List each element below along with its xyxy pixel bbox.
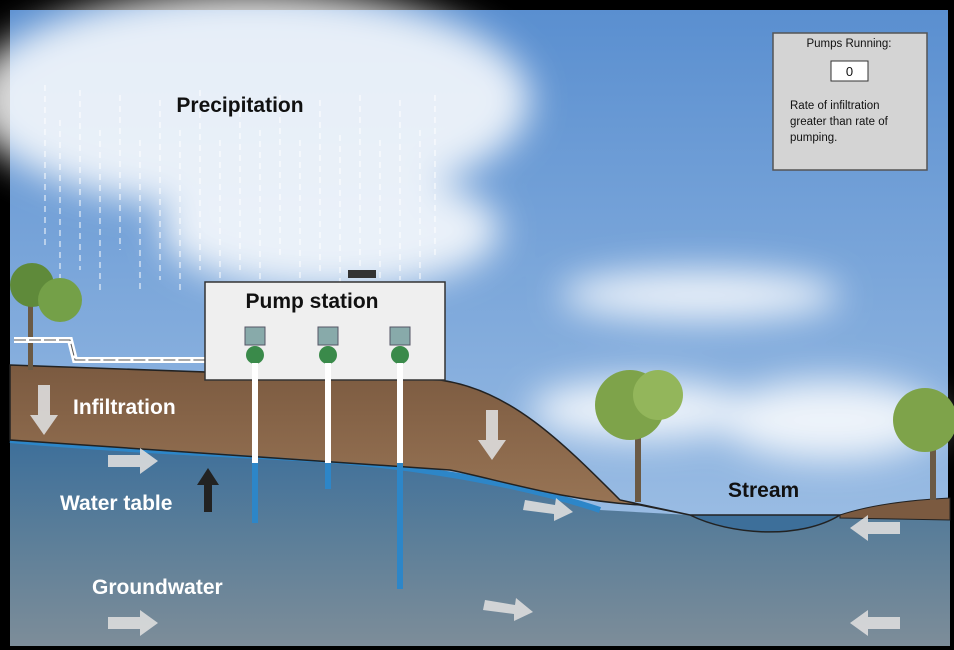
status-line: pumping.: [790, 132, 837, 144]
page: Precipitation Pump station Infiltration …: [0, 0, 954, 650]
status-line: Rate of infiltration: [790, 100, 880, 112]
status-panel: Pumps Running: 0 Rate of infiltration gr…: [773, 33, 927, 170]
water-table-label: Water table: [60, 492, 172, 515]
panel-title: Pumps Running:: [806, 38, 891, 50]
pumps-running-value: 0: [846, 64, 853, 79]
scene: Precipitation Pump station Infiltration …: [0, 0, 954, 650]
roof-vent: [348, 270, 376, 278]
status-line: greater than rate of: [790, 116, 889, 128]
groundwater-label: Groundwater: [92, 576, 223, 599]
precipitation-label: Precipitation: [176, 94, 303, 117]
stream-label: Stream: [728, 479, 799, 502]
pump-station-label: Pump station: [245, 290, 378, 313]
infiltration-label: Infiltration: [73, 396, 176, 419]
